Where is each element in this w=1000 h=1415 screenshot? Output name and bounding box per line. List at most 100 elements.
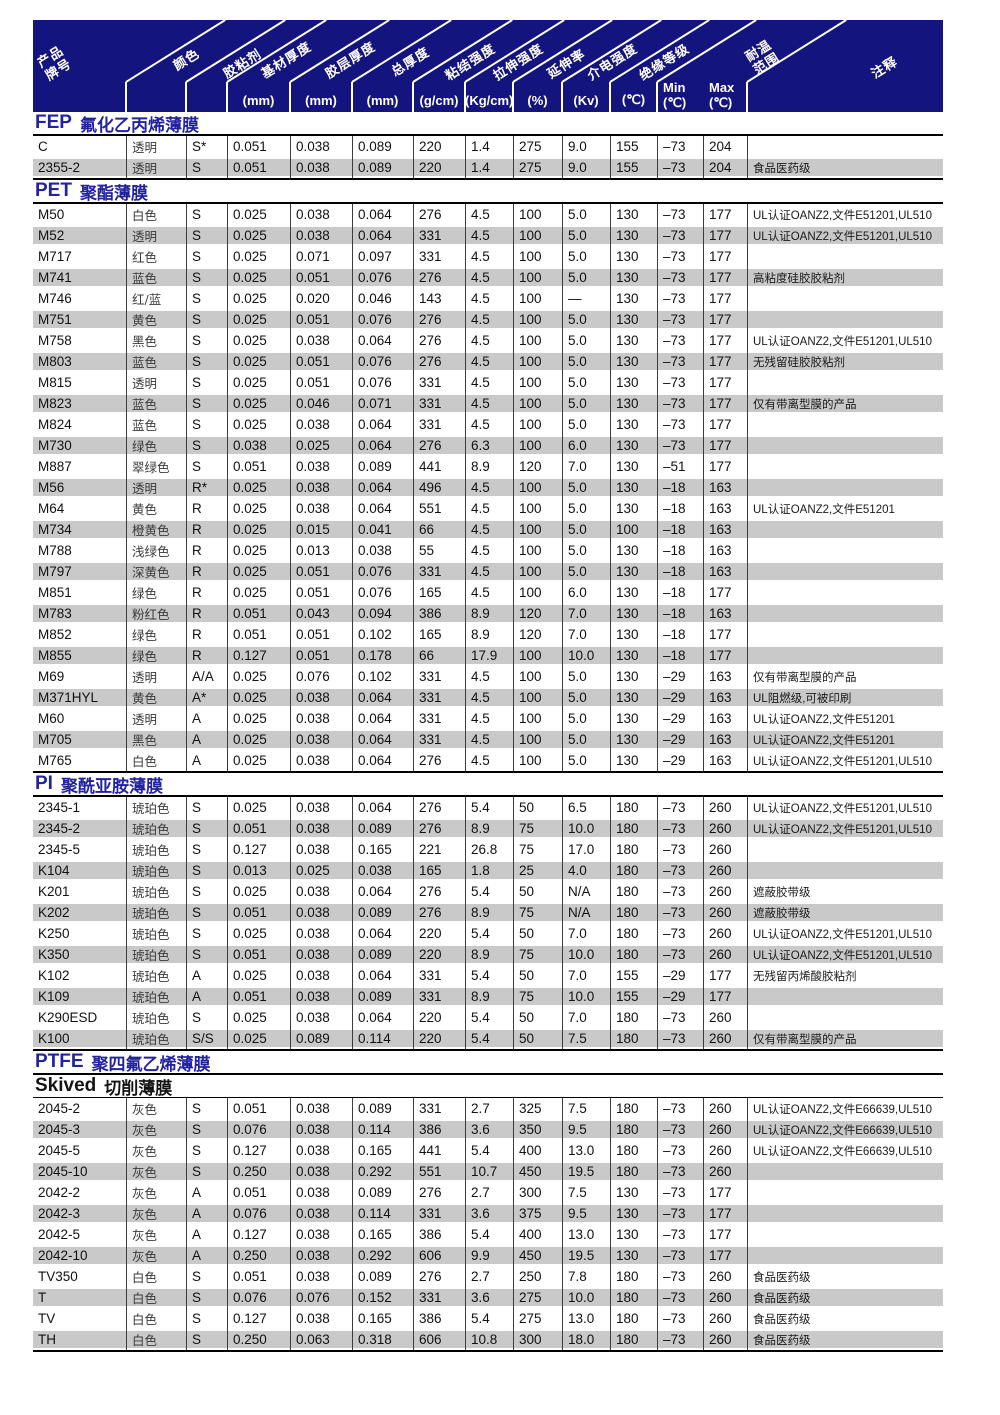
cell-adhesive: S xyxy=(186,944,227,965)
cell-temp-max: 177 xyxy=(703,372,747,393)
cell-tensile-strength: 4.5 xyxy=(465,309,513,330)
cell-tensile-strength: 8.9 xyxy=(465,603,513,624)
cell-dielectric: 7.0 xyxy=(562,965,610,986)
cell-adhesive-thickness: 0.038 xyxy=(290,881,352,902)
cell-adhesive: A xyxy=(186,986,227,1007)
cell-adhesive: S xyxy=(186,225,227,246)
cell-temp-max: 177 xyxy=(703,225,747,246)
table-row-K102: K102 琥珀色 A 0.025 0.038 0.064 331 5.4 50 7.0 155 –29… xyxy=(33,965,943,986)
cell-notes xyxy=(747,435,943,456)
cell-product: M823 xyxy=(38,396,72,411)
cell-product: 2045-3 xyxy=(38,1122,81,1137)
cell-temp-min: –73 xyxy=(657,372,703,393)
cell-temp-min: –73 xyxy=(657,393,703,414)
cell-base-thickness: 0.127 xyxy=(227,1140,290,1161)
cell-adhesive: R xyxy=(186,519,227,540)
cell-bond-strength: 331 xyxy=(413,246,465,267)
cell-adhesive: S xyxy=(186,456,227,477)
cell-product: K100 xyxy=(38,1031,70,1046)
cell-temp-max: 204 xyxy=(703,157,747,178)
cell-notes: UL认证OANZ2,文件E51201,UL510 xyxy=(747,330,943,351)
cell-adhesive: S xyxy=(186,1119,227,1140)
cell-adhesive-thickness: 0.038 xyxy=(290,839,352,860)
cell-tensile-strength: 4.5 xyxy=(465,540,513,561)
cell-product: 2045-2 xyxy=(38,1101,81,1116)
cell-color: 灰色 xyxy=(126,1203,186,1224)
unit-elongation: (%) xyxy=(527,93,548,108)
cell-adhesive-thickness: 0.038 xyxy=(290,456,352,477)
cell-base-thickness: 0.127 xyxy=(227,1224,290,1245)
cell-temp-max: 163 xyxy=(703,603,747,624)
cell-product: M758 xyxy=(38,333,72,348)
cell-total-thickness: 0.178 xyxy=(352,645,413,666)
cell-dielectric: 5.0 xyxy=(562,729,610,750)
cell-temp-max: 260 xyxy=(703,1140,747,1161)
cell-notes xyxy=(747,1182,943,1203)
cell-base-thickness: 0.025 xyxy=(227,1028,290,1049)
cell-tensile-strength: 4.5 xyxy=(465,687,513,708)
cell-bond-strength: 551 xyxy=(413,1161,465,1182)
cell-adhesive: A* xyxy=(186,687,227,708)
cell-temp-max: 260 xyxy=(703,1119,747,1140)
cell-color: 灰色 xyxy=(126,1182,186,1203)
cell-base-thickness: 0.076 xyxy=(227,1287,290,1308)
cell-base-thickness: 0.025 xyxy=(227,204,290,225)
section-title-pi-cn: 聚酰亚胺薄膜 xyxy=(60,776,163,797)
cell-total-thickness: 0.064 xyxy=(352,477,413,498)
cell-tensile-strength: 26.8 xyxy=(465,839,513,860)
cell-adhesive-thickness: 0.020 xyxy=(290,288,352,309)
cell-dielectric: 13.0 xyxy=(562,1308,610,1329)
cell-dielectric: 5.0 xyxy=(562,267,610,288)
cell-notes: UL认证OANZ2,文件E51201,UL510 xyxy=(747,797,943,818)
cell-total-thickness: 0.102 xyxy=(352,624,413,645)
cell-product: 2345-1 xyxy=(38,800,81,815)
cell-adhesive-thickness: 0.089 xyxy=(290,1028,352,1049)
cell-bond-strength: 143 xyxy=(413,288,465,309)
cell-bond-strength: 276 xyxy=(413,902,465,923)
cell-dielectric: 18.0 xyxy=(562,1329,610,1350)
cell-bond-strength: 386 xyxy=(413,1224,465,1245)
table-row-K290ESD: K290ESD 琥珀色 S 0.025 0.038 0.064 220 5.4 50 7.0 180… xyxy=(33,1007,943,1028)
cell-elongation: 100 xyxy=(513,246,562,267)
section-title-fep-prefix: FEP xyxy=(35,112,72,133)
cell-insulation-class: 130 xyxy=(610,645,657,666)
cell-notes: 仅有带离型膜的产品 xyxy=(747,666,943,687)
cell-adhesive-thickness: 0.038 xyxy=(290,157,352,178)
cell-temp-min: –73 xyxy=(657,839,703,860)
cell-insulation-class: 130 xyxy=(610,603,657,624)
cell-adhesive-thickness: 0.038 xyxy=(290,498,352,519)
cell-temp-min: –73 xyxy=(657,1308,703,1329)
cell-total-thickness: 0.076 xyxy=(352,351,413,372)
cell-base-thickness: 0.025 xyxy=(227,965,290,986)
cell-adhesive-thickness: 0.038 xyxy=(290,1182,352,1203)
cell-notes: 食品医药级 xyxy=(747,1329,943,1350)
cell-total-thickness: 0.076 xyxy=(352,372,413,393)
cell-base-thickness: 0.025 xyxy=(227,393,290,414)
cell-temp-min: –73 xyxy=(657,1203,703,1224)
table-row-2345-5: 2345-5 琥珀色 S 0.127 0.038 0.165 221 26.8 75 17.0 18… xyxy=(33,839,943,860)
cell-base-thickness: 0.025 xyxy=(227,330,290,351)
unit-adhesive-thickness: (mm) xyxy=(305,93,337,108)
cell-tensile-strength: 5.4 xyxy=(465,1308,513,1329)
cell-total-thickness: 0.076 xyxy=(352,267,413,288)
cell-insulation-class: 130 xyxy=(610,267,657,288)
cell-adhesive: S xyxy=(186,267,227,288)
cell-temp-max: 177 xyxy=(703,414,747,435)
cell-total-thickness: 0.076 xyxy=(352,561,413,582)
cell-temp-max: 163 xyxy=(703,540,747,561)
table-row-K202: K202 琥珀色 S 0.051 0.038 0.089 276 8.9 75 N/A 180 –73… xyxy=(33,902,943,923)
table-row-M851: M851 绿色 R 0.025 0.051 0.076 165 4.5 100 6.0 130 –18… xyxy=(33,582,943,603)
cell-elongation: 450 xyxy=(513,1161,562,1182)
cell-temp-max: 177 xyxy=(703,288,747,309)
cell-product: TV350 xyxy=(38,1269,78,1284)
cell-dielectric: 5.0 xyxy=(562,225,610,246)
cell-elongation: 120 xyxy=(513,603,562,624)
cell-temp-max: 177 xyxy=(703,986,747,1007)
cell-base-thickness: 0.051 xyxy=(227,902,290,923)
cell-base-thickness: 0.025 xyxy=(227,246,290,267)
cell-adhesive-thickness: 0.038 xyxy=(290,902,352,923)
table-row-TH: TH 白色 S 0.250 0.063 0.318 606 10.8 300 18.0 180 –73… xyxy=(33,1329,943,1350)
cell-temp-min: –73 xyxy=(657,1224,703,1245)
cell-color: 深黄色 xyxy=(126,561,186,582)
